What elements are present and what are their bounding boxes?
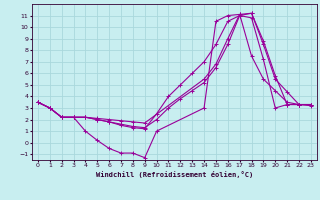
X-axis label: Windchill (Refroidissement éolien,°C): Windchill (Refroidissement éolien,°C) bbox=[96, 171, 253, 178]
